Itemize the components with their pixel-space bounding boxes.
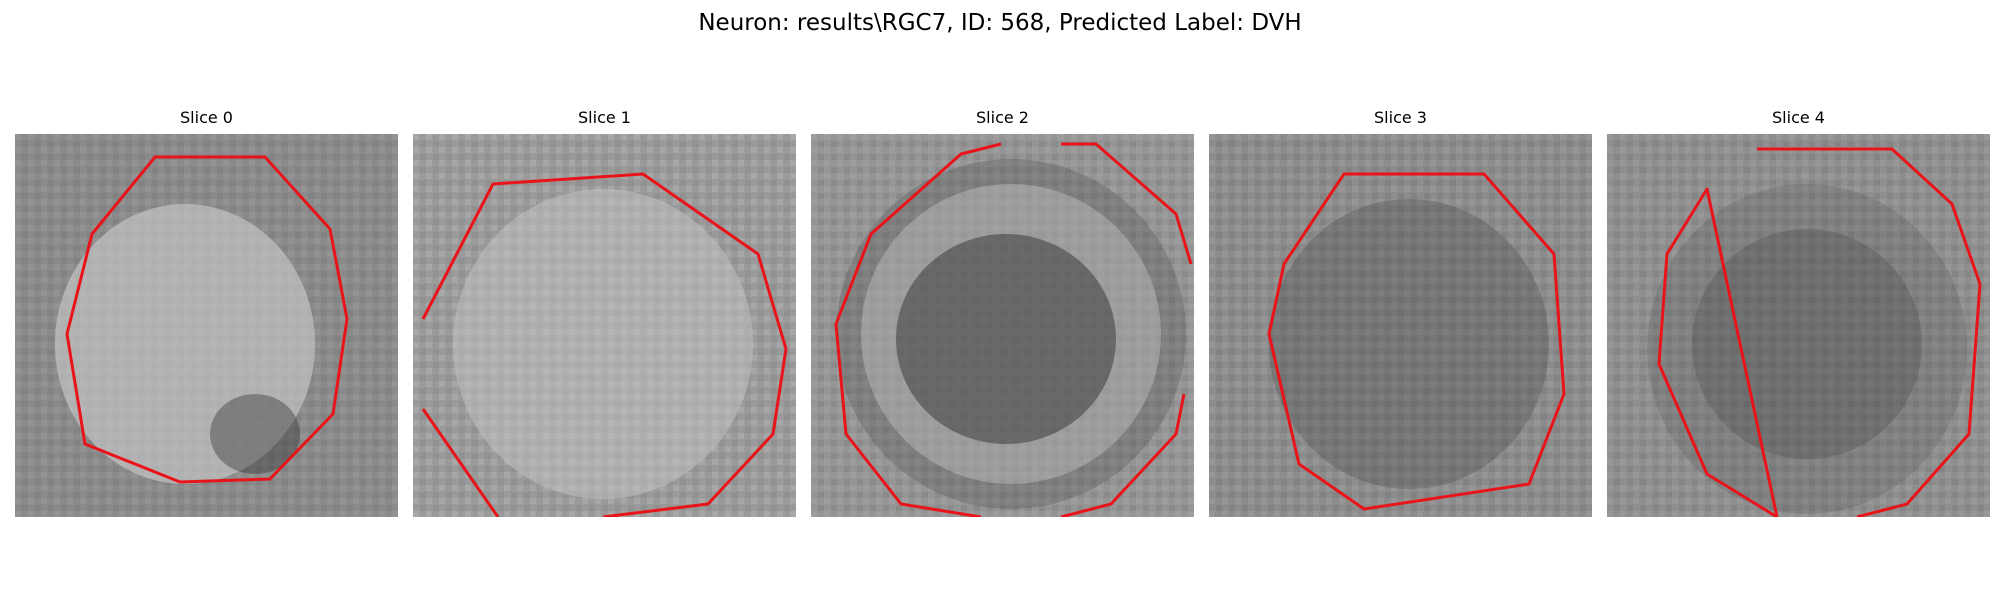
slice-2-image	[811, 134, 1194, 517]
slice-1-contour	[421, 172, 788, 517]
slice-1-title: Slice 1	[578, 108, 631, 127]
slice-0-title: Slice 0	[180, 108, 233, 127]
slice-4-title: Slice 4	[1772, 108, 1825, 127]
slice-0-contour	[65, 155, 349, 484]
slice-4-contour	[1657, 147, 1982, 517]
slice-3-contour	[1267, 172, 1566, 511]
slice-3-panel: Slice 3	[1209, 108, 1592, 517]
figure-title: Neuron: results\RGC7, ID: 568, Predicted…	[698, 10, 1302, 36]
slice-0-panel: Slice 0	[15, 108, 398, 517]
slice-1-image	[413, 134, 796, 517]
slice-2-contour	[834, 142, 1193, 517]
slice-0-image	[15, 134, 398, 517]
slice-4-panel: Slice 4	[1607, 108, 1990, 517]
slice-3-title: Slice 3	[1374, 108, 1427, 127]
slice-2-title: Slice 2	[976, 108, 1029, 127]
slice-4-image	[1607, 134, 1990, 517]
slice-3-image	[1209, 134, 1592, 517]
slice-1-panel: Slice 1	[413, 108, 796, 517]
slice-2-panel: Slice 2	[811, 108, 1194, 517]
